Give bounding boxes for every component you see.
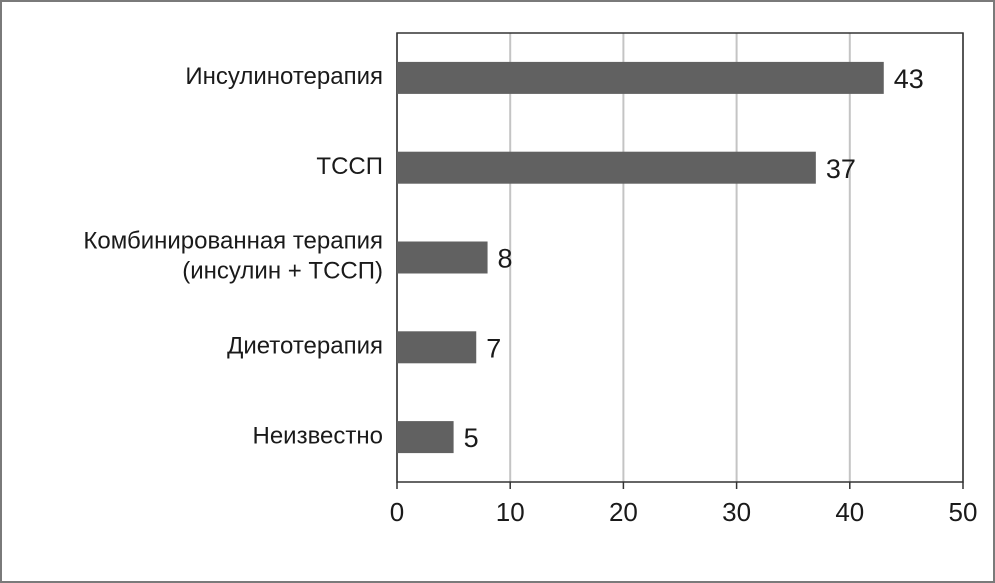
bar xyxy=(397,331,477,364)
x-tick-label: 0 xyxy=(390,497,404,527)
y-tick-label: Диетотерапия xyxy=(227,333,383,360)
value-label: 37 xyxy=(826,154,856,184)
x-tick-label: 30 xyxy=(722,497,751,527)
value-label: 5 xyxy=(464,423,479,453)
y-tick-label: Комбинированная терапия (инсулин + ТССП) xyxy=(83,228,383,285)
x-tick-label: 10 xyxy=(496,497,525,527)
x-tick-label: 40 xyxy=(835,497,864,527)
value-label: 7 xyxy=(486,333,501,363)
value-label: 8 xyxy=(498,244,513,274)
y-tick-label: ТССП xyxy=(316,153,383,180)
y-tick-label: Неизвестно xyxy=(252,422,383,449)
bar xyxy=(397,241,488,274)
x-tick-label: 20 xyxy=(609,497,638,527)
y-tick-label: Инсулинотерапия xyxy=(185,63,383,90)
value-label: 43 xyxy=(894,64,924,94)
bar xyxy=(397,61,884,94)
bar xyxy=(397,421,454,454)
bar xyxy=(397,151,816,184)
x-tick-label: 50 xyxy=(949,497,978,527)
